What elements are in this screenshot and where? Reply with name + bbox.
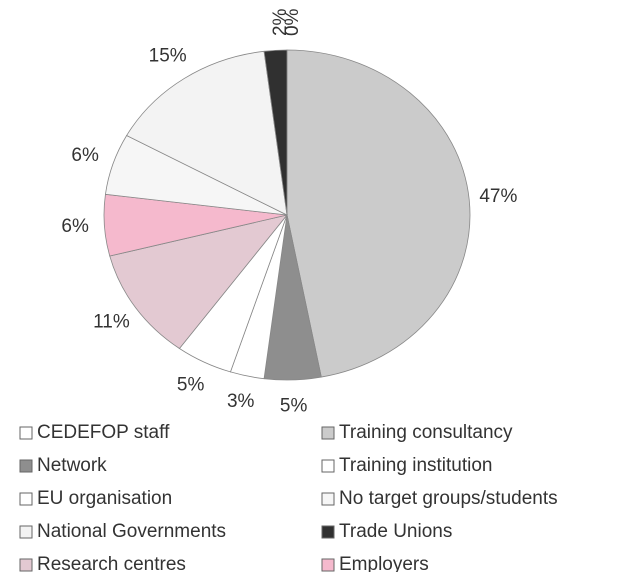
legend-label: Research centres xyxy=(37,554,186,572)
legend-swatch xyxy=(321,492,335,506)
data-label: 5% xyxy=(177,375,205,396)
legend-swatch xyxy=(321,426,335,440)
legend-swatch xyxy=(19,525,33,539)
legend-swatch xyxy=(321,525,335,539)
data-label: 2% xyxy=(270,8,291,36)
data-label: 3% xyxy=(227,391,255,412)
legend-swatch xyxy=(19,492,33,506)
legend-label: Training consultancy xyxy=(339,422,513,443)
legend-label: Network xyxy=(37,455,107,476)
legend-label: EU organisation xyxy=(37,488,172,509)
legend-label: Training institution xyxy=(339,455,492,476)
legend-swatch xyxy=(19,459,33,473)
legend-label: Trade Unions xyxy=(339,521,452,542)
data-label: 0% xyxy=(282,8,303,36)
legend-swatch xyxy=(19,426,33,440)
legend-swatch xyxy=(321,459,335,473)
legend-label: CEDEFOP staff xyxy=(37,422,170,443)
legend-label: Employers xyxy=(339,554,429,572)
pie-slice xyxy=(126,50,288,216)
data-label: 6% xyxy=(61,216,89,237)
pie-slice xyxy=(109,214,289,350)
data-label: 15% xyxy=(149,46,187,67)
legend-label: National Governments xyxy=(37,521,226,542)
data-label: 6% xyxy=(71,145,99,166)
data-label: 11% xyxy=(93,312,130,333)
pie-slice xyxy=(263,49,288,216)
pie-slice xyxy=(286,49,471,378)
data-label: 5% xyxy=(280,395,308,416)
legend-label: No target groups/students xyxy=(339,488,558,509)
legend-swatch xyxy=(321,558,335,572)
data-label: 47% xyxy=(479,186,517,207)
legend-swatch xyxy=(19,558,33,572)
